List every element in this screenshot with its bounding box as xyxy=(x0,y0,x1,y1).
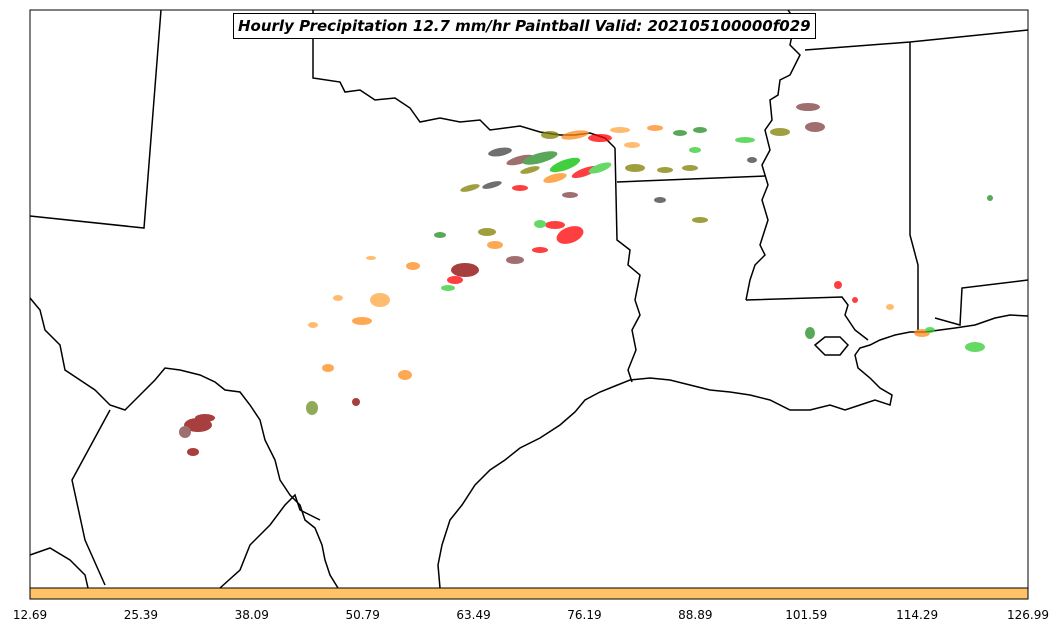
paintball-blob xyxy=(657,167,673,173)
paintball-blob xyxy=(562,192,578,198)
paintball-blob xyxy=(673,130,687,136)
paintball-blob xyxy=(624,142,640,148)
paintball-blob xyxy=(370,293,390,307)
map-axes xyxy=(29,9,1029,589)
colorbar xyxy=(29,587,1029,600)
mexico-state-borders xyxy=(29,409,321,589)
paintball-blob xyxy=(482,181,502,189)
paintball-blob xyxy=(447,276,463,284)
precipitation-paintballs xyxy=(179,103,993,456)
map-title: Hourly Precipitation 12.7 mm/hr Paintbal… xyxy=(233,13,816,39)
state-border-ar-la xyxy=(616,175,766,183)
paintball-blob xyxy=(406,262,420,270)
paintball-blob xyxy=(682,165,698,171)
paintball-blob xyxy=(735,137,755,143)
paintball-blob xyxy=(834,281,842,289)
paintball-blob xyxy=(805,327,815,339)
paintball-blob xyxy=(588,162,612,174)
paintball-blob xyxy=(478,228,496,236)
paintball-blob xyxy=(561,130,589,140)
paintball-blob xyxy=(925,327,935,333)
paintball-blob xyxy=(532,247,548,253)
paintball-blob xyxy=(987,195,993,201)
paintball-blob xyxy=(506,154,534,166)
paintball-blob xyxy=(692,217,708,223)
paintball-blob xyxy=(352,317,372,325)
paintball-blob xyxy=(965,342,985,352)
state-border-al-fl xyxy=(934,279,1029,326)
paintball-blob xyxy=(506,256,524,264)
paintball-blob xyxy=(610,127,630,133)
paintball-blob xyxy=(487,241,503,249)
lake-pontchartrain xyxy=(813,336,850,356)
paintball-blob xyxy=(512,185,528,191)
colorbar-tick-label: 63.49 xyxy=(456,608,491,622)
state-border-ar-west xyxy=(614,147,641,383)
paintball-blob xyxy=(522,151,558,165)
paintball-blob xyxy=(460,184,480,192)
paintball-blob xyxy=(770,128,790,136)
paintball-blob xyxy=(689,147,701,153)
colorbar-tick-label: 114.29 xyxy=(896,608,939,622)
paintball-blob xyxy=(306,401,318,415)
paintball-blob xyxy=(588,134,612,142)
map-boundaries xyxy=(29,9,1029,589)
paintball-blob xyxy=(747,157,757,163)
colorbar-tick-label: 126.99 xyxy=(1007,608,1049,622)
paintball-blob xyxy=(549,157,581,173)
state-border-ms-al xyxy=(909,42,919,330)
paintball-blob xyxy=(333,295,343,301)
paintball-blob xyxy=(852,297,858,303)
colorbar-tick-label: 88.89 xyxy=(678,608,713,622)
paintball-blob xyxy=(322,364,334,372)
paintball-blob xyxy=(534,220,546,228)
paintball-blob xyxy=(693,127,707,133)
state-border-la-ms xyxy=(745,296,869,341)
rio-grande xyxy=(29,297,339,589)
paintball-blob xyxy=(451,263,479,277)
paintball-blob xyxy=(805,122,825,132)
paintball-blob xyxy=(366,256,376,260)
paintball-blob xyxy=(796,103,820,111)
paintball-blob xyxy=(308,322,318,328)
gulf-coastline xyxy=(437,314,1029,589)
paintball-blob xyxy=(886,304,894,310)
paintball-blob xyxy=(195,414,215,422)
paintball-blob xyxy=(520,166,540,174)
paintball-blob xyxy=(434,232,446,238)
paintball-blob xyxy=(543,173,567,183)
paintball-blob xyxy=(647,125,663,131)
paintball-blob xyxy=(654,197,666,203)
state-border-tn xyxy=(804,29,1029,51)
mississippi-river xyxy=(745,9,801,301)
colorbar-tick-label: 38.09 xyxy=(234,608,269,622)
paintball-blob xyxy=(625,164,645,172)
colorbar-tick-label: 50.79 xyxy=(345,608,380,622)
paintball-blob xyxy=(352,398,360,406)
colorbar-tick-label: 25.39 xyxy=(123,608,159,622)
paintball-blob xyxy=(556,226,584,244)
colorbar-tick-label: 101.59 xyxy=(785,608,828,622)
paintball-blob xyxy=(179,426,191,438)
paintball-blob xyxy=(545,221,565,229)
paintball-blob xyxy=(398,370,412,380)
paintball-blob xyxy=(187,448,199,456)
colorbar-tick-label: 12.69 xyxy=(12,608,48,622)
state-border-nm-west xyxy=(29,9,162,229)
paintball-blob xyxy=(541,131,559,139)
paintball-blob xyxy=(488,147,512,157)
paintball-blob xyxy=(441,285,455,291)
colorbar-tick-label: 76.19 xyxy=(567,608,602,622)
